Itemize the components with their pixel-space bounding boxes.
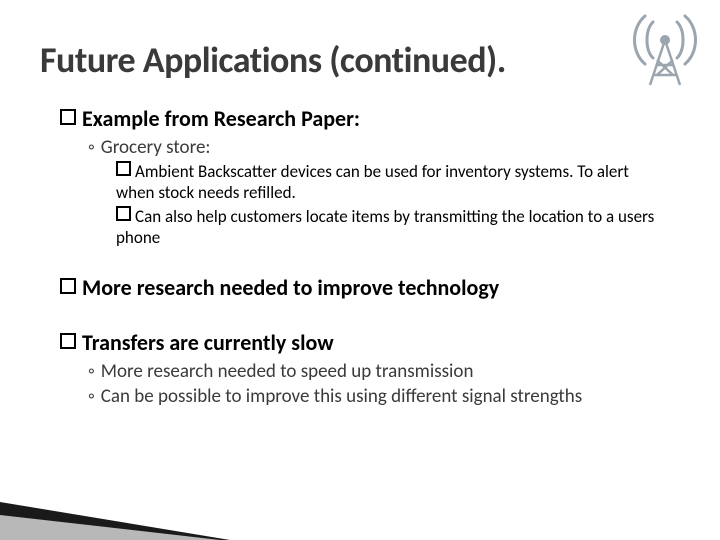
content-area: Example from Research Paper: ◦ Grocery st… bbox=[60, 105, 660, 410]
circle-bullet-icon: ◦ bbox=[88, 360, 95, 383]
subbullet-text: Grocery store: bbox=[101, 136, 211, 159]
square-bullet-icon bbox=[60, 333, 76, 349]
subbullet-text: More research needed to speed up transmi… bbox=[101, 360, 474, 383]
detail-text: Ambient Backscatter devices can be used … bbox=[116, 161, 629, 203]
square-bullet-icon bbox=[60, 278, 76, 294]
detail-locate: Can also help customers locate items by … bbox=[116, 206, 660, 249]
square-bullet-icon bbox=[60, 109, 76, 125]
bullet-rest: research needed to improve technology bbox=[132, 274, 500, 301]
bullet-lead: Transfers bbox=[82, 329, 164, 356]
wedge-gray-icon bbox=[0, 515, 220, 540]
square-bullet-icon bbox=[116, 206, 131, 221]
detail-text: Can also help customers locate items by … bbox=[116, 206, 654, 248]
detail-ambient: Ambient Backscatter devices can be used … bbox=[116, 161, 660, 204]
bullet-more-research: More research needed to improve technolo… bbox=[60, 274, 660, 301]
bullet-transfers: Transfers are currently slow bbox=[60, 329, 660, 356]
subbullet-text: Can be possible to improve this using di… bbox=[101, 385, 582, 408]
subbullet-speedup: ◦ More research needed to speed up transm… bbox=[88, 360, 660, 383]
slide: Future Applications (continued). Example… bbox=[0, 0, 720, 540]
bullet-rest: are currently slow bbox=[164, 329, 333, 356]
square-bullet-icon bbox=[116, 161, 131, 176]
circle-bullet-icon: ◦ bbox=[88, 136, 95, 159]
antenna-icon bbox=[625, 10, 705, 90]
subbullet-signal: ◦ Can be possible to improve this using d… bbox=[88, 385, 660, 408]
corner-wedge bbox=[0, 480, 250, 540]
subbullet-grocery: ◦ Grocery store: bbox=[88, 136, 660, 159]
bullet-lead: More bbox=[82, 274, 132, 301]
bullet-lead: Example bbox=[82, 105, 160, 132]
bullet-rest: from Research Paper: bbox=[160, 105, 360, 132]
slide-title: Future Applications (continued). bbox=[40, 38, 506, 82]
bullet-example: Example from Research Paper: bbox=[60, 105, 660, 132]
circle-bullet-icon: ◦ bbox=[88, 385, 95, 408]
